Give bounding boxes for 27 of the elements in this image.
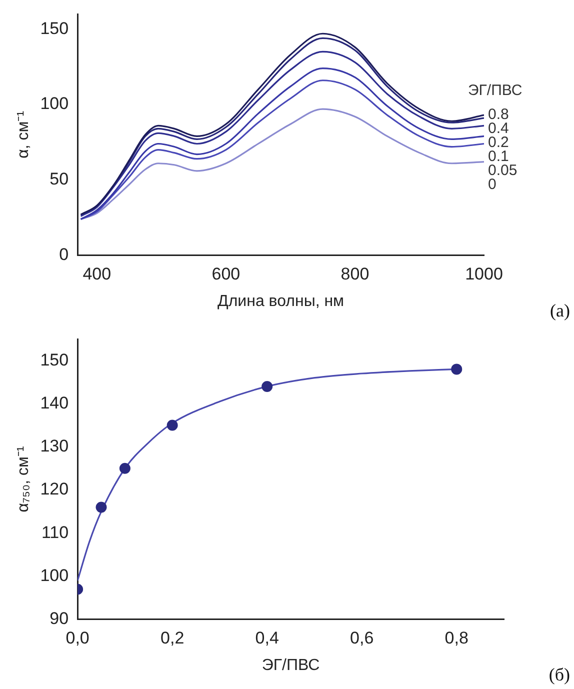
y-tick-label: 150 [40, 350, 69, 370]
y-tick-label: 130 [40, 436, 69, 456]
y-axis-title: α₇₅₀, см⁻¹ [15, 446, 32, 512]
x-tick-label: 600 [212, 264, 240, 284]
legend-title: ЭГ/ПВС [468, 82, 522, 100]
x-tick-label: 1000 [465, 264, 503, 284]
y-tick-label: 0 [59, 245, 69, 264]
x-tick-label: 0,6 [350, 628, 374, 648]
x-tick-label: 0,2 [160, 628, 184, 648]
y-tick-label: 120 [40, 480, 69, 499]
x-tick-label: 800 [340, 264, 370, 284]
y-tick-label: 140 [40, 393, 69, 412]
x-axis-title: ЭГ/ПВС [262, 656, 320, 674]
text: (б) [548, 664, 570, 685]
y-tick-label: 50 [50, 170, 69, 189]
y-axis-title: α, см⁻¹ [15, 110, 32, 158]
y-tick-label: 110 [41, 522, 69, 542]
y-tick-label: 100 [40, 566, 69, 585]
y-tick-label: 150 [40, 18, 69, 38]
x-tick-label: 400 [82, 264, 112, 284]
x-tick-label: 0,4 [255, 628, 279, 648]
x-tick-label: 0,0 [66, 628, 90, 648]
y-tick-label: 100 [40, 94, 69, 114]
y-tick-label: 90 [50, 609, 69, 628]
x-axis-title: Длина волны, нм [218, 292, 344, 310]
x-tick-label: 0,8 [444, 628, 468, 648]
text: (а) [550, 300, 570, 321]
